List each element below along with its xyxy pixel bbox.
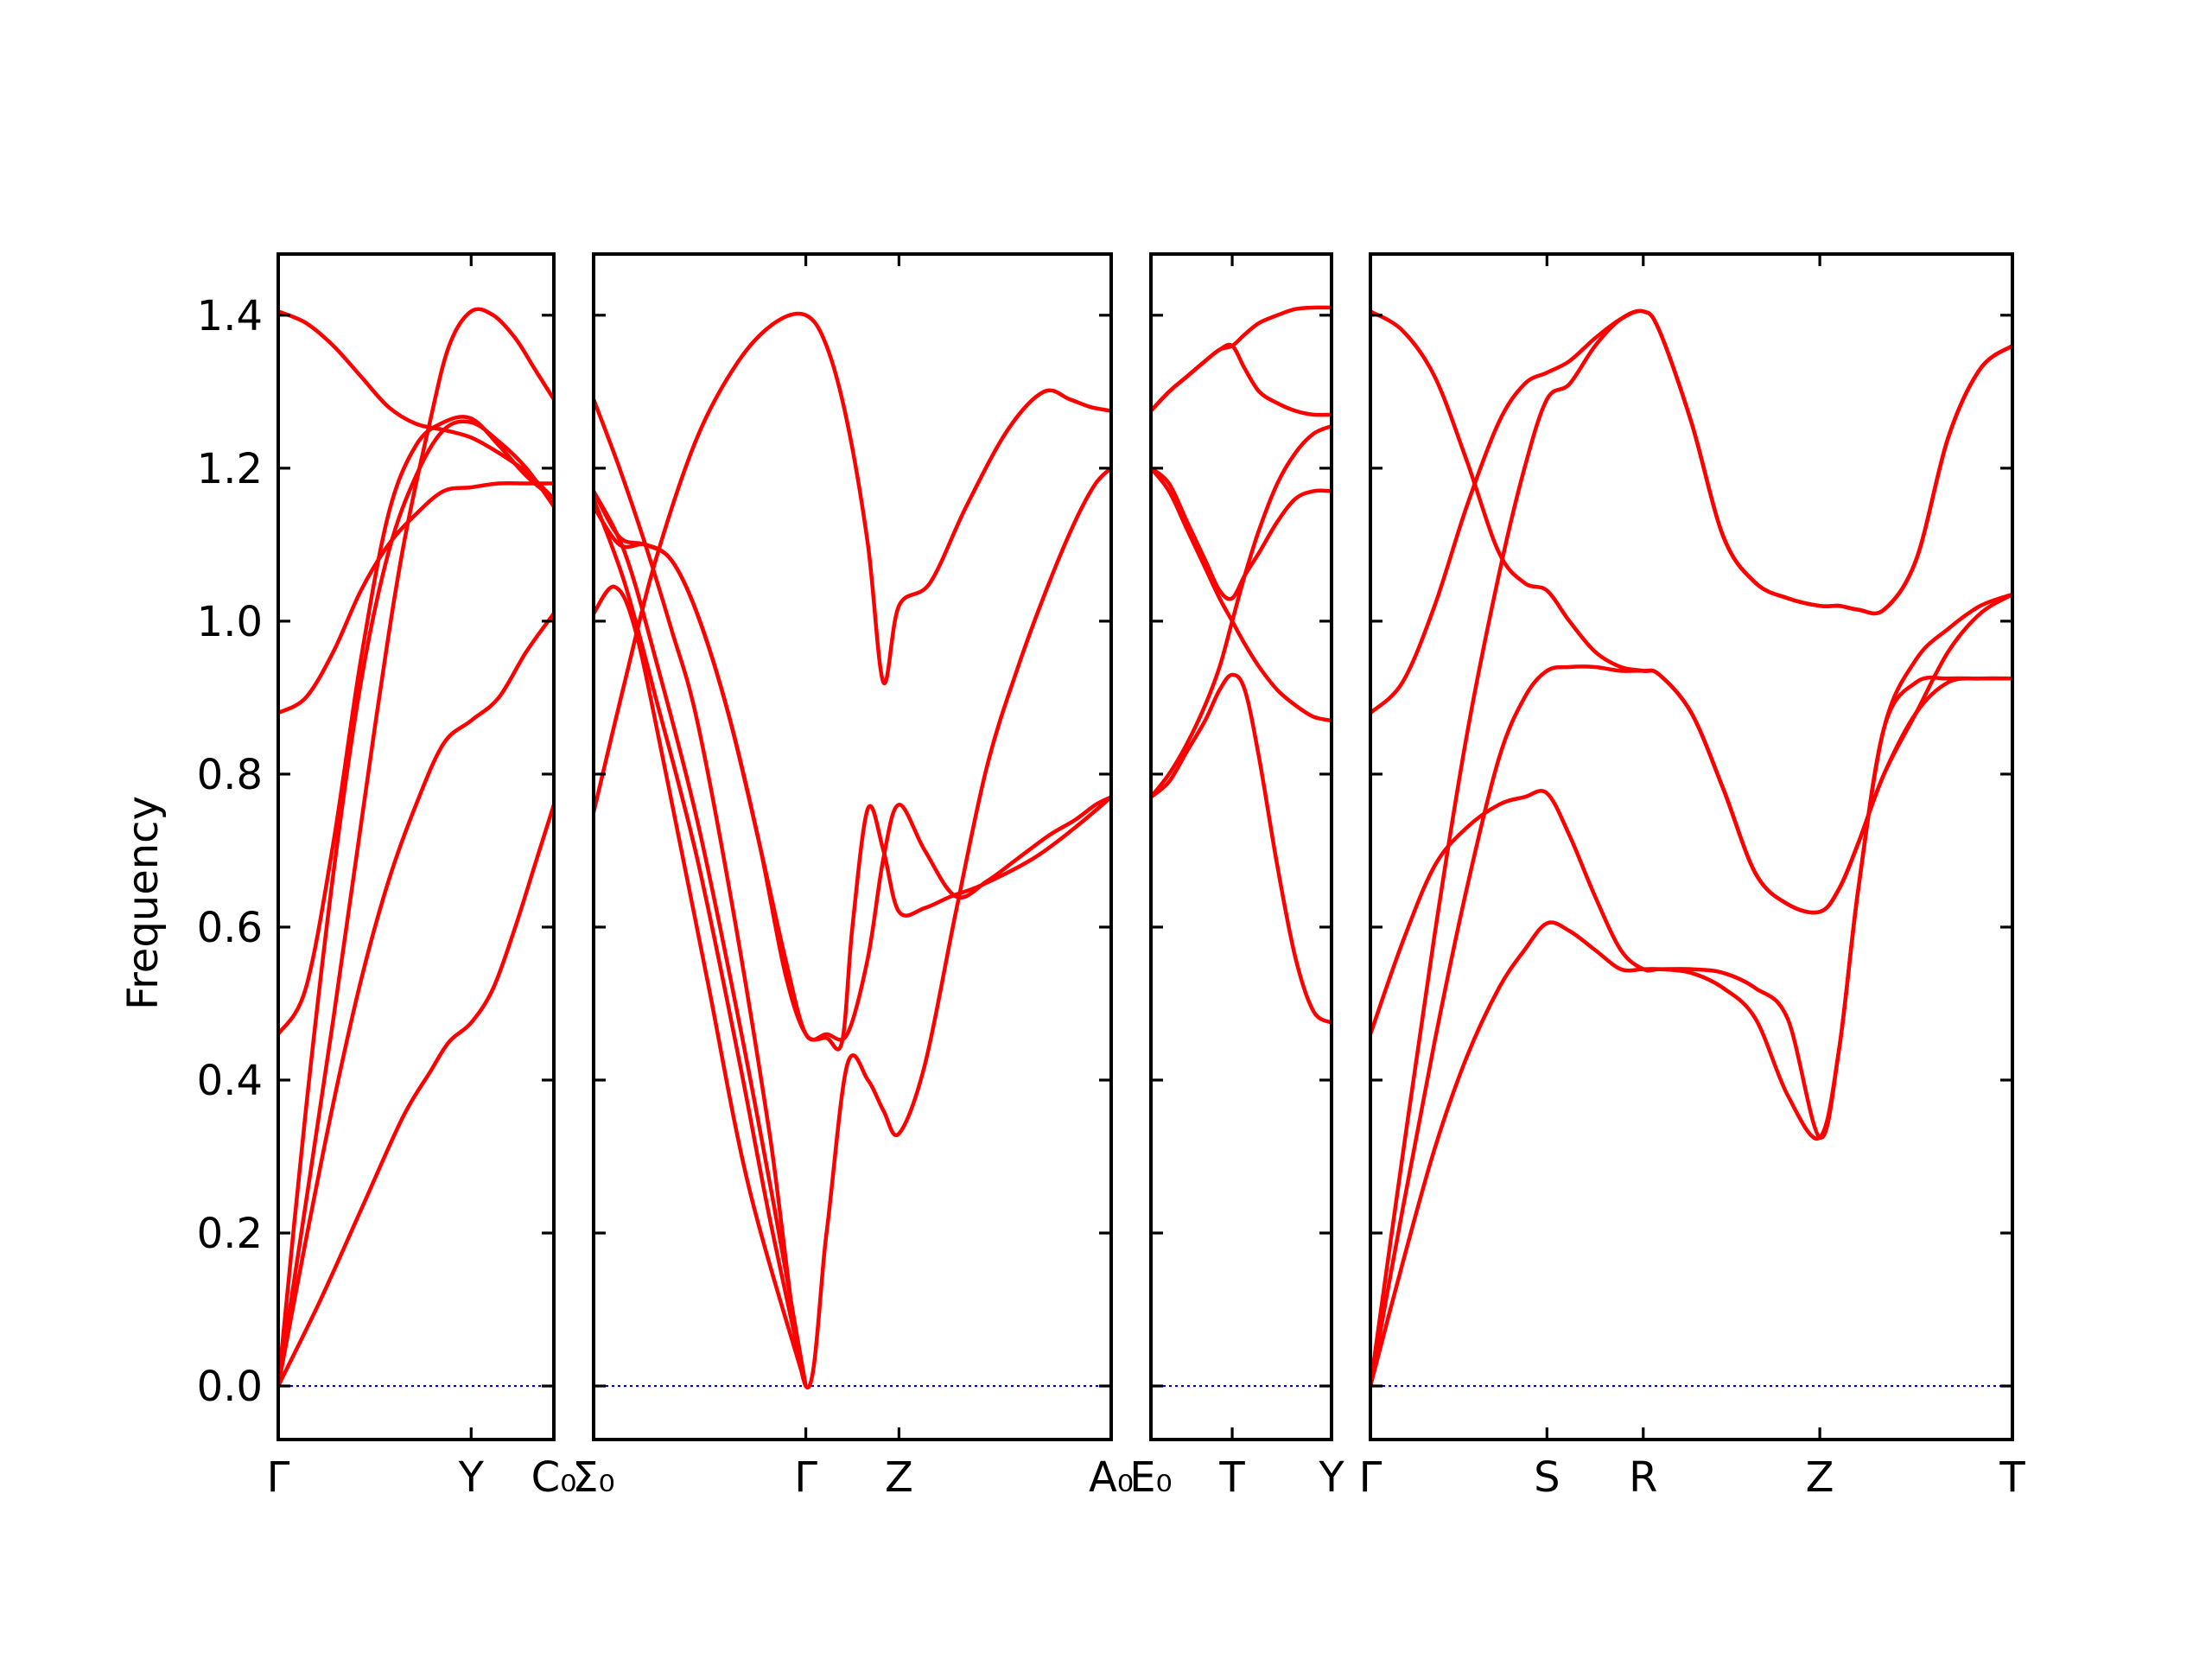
band-1-4 [278,415,554,1037]
band-3-5 [1151,423,1332,799]
x-tick-label: Y [458,1453,485,1502]
band-4-6 [1370,308,2012,715]
panel-1: 0.0 0.2 0.4 0.6 0.8 1.0 1.2 1.4 Γ Y C₀ [197,252,577,1502]
y-tick-label: 1.4 [197,292,263,340]
x-tick-label: T [1999,1453,2025,1502]
x-tick-label: A₀ [1089,1453,1134,1502]
band-3-1 [1151,672,1332,1025]
x-tick-label: R [1629,1453,1657,1502]
x-tick-label: E₀ [1129,1453,1173,1502]
band-4-5 [1370,308,2012,1389]
band-2-1 [594,497,808,1389]
band-4-4 [1370,309,2012,915]
x-tick-label: Γ [1359,1453,1382,1502]
x-tick-label: C₀ [531,1453,577,1502]
x-tick-label: Y [1318,1453,1344,1502]
band-4-1 [1370,675,2012,1389]
band-1-1 [278,803,554,1389]
panel-3: E₀ T Y [1129,252,1344,1502]
band-3-4 [1151,466,1332,723]
panel-frame [1149,252,1333,1441]
band-1-5 [278,480,554,715]
band-2-2 [594,584,808,1389]
band-1-7 [278,307,554,1389]
x-tick-label: Σ₀ [572,1453,615,1502]
panel-frame [276,252,556,1441]
x-tick-label: Z [885,1453,913,1502]
x-tick-label: Z [1806,1453,1834,1502]
band-2-4 [594,489,1111,1052]
y-tick-label: 0.6 [197,904,263,952]
y-tick-label: 0.0 [197,1363,263,1411]
band-2-7 [594,504,1111,1042]
y-tick-label: 0.4 [197,1057,263,1105]
panel-frame [592,252,1113,1441]
y-axis-label: Frequency [119,796,168,1010]
x-tick-label: S [1534,1453,1560,1502]
y-tick-label: 1.0 [197,598,263,646]
band-1-6 [278,309,554,501]
band-3-6 [1151,305,1332,413]
band-3-2 [1151,466,1332,601]
panel-frame [1369,252,2014,1441]
band-3-3 [1151,342,1332,417]
y-tick-label: 0.2 [197,1210,263,1258]
band-1-3 [278,419,554,1389]
band-4-2 [1370,592,2012,1140]
y-tick-label: 1.2 [197,445,263,493]
x-tick-label: Γ [794,1453,817,1502]
band-2-6 [594,311,1111,815]
y-tick-label: 0.8 [197,751,263,799]
panel-2: Σ₀ Γ Z A₀ [572,252,1134,1502]
band-1-2 [278,611,554,1389]
band-2-5 [594,397,1111,1390]
band-2-3 [594,489,808,1389]
x-tick-label: Γ [267,1453,290,1502]
x-tick-label: T [1218,1453,1245,1502]
